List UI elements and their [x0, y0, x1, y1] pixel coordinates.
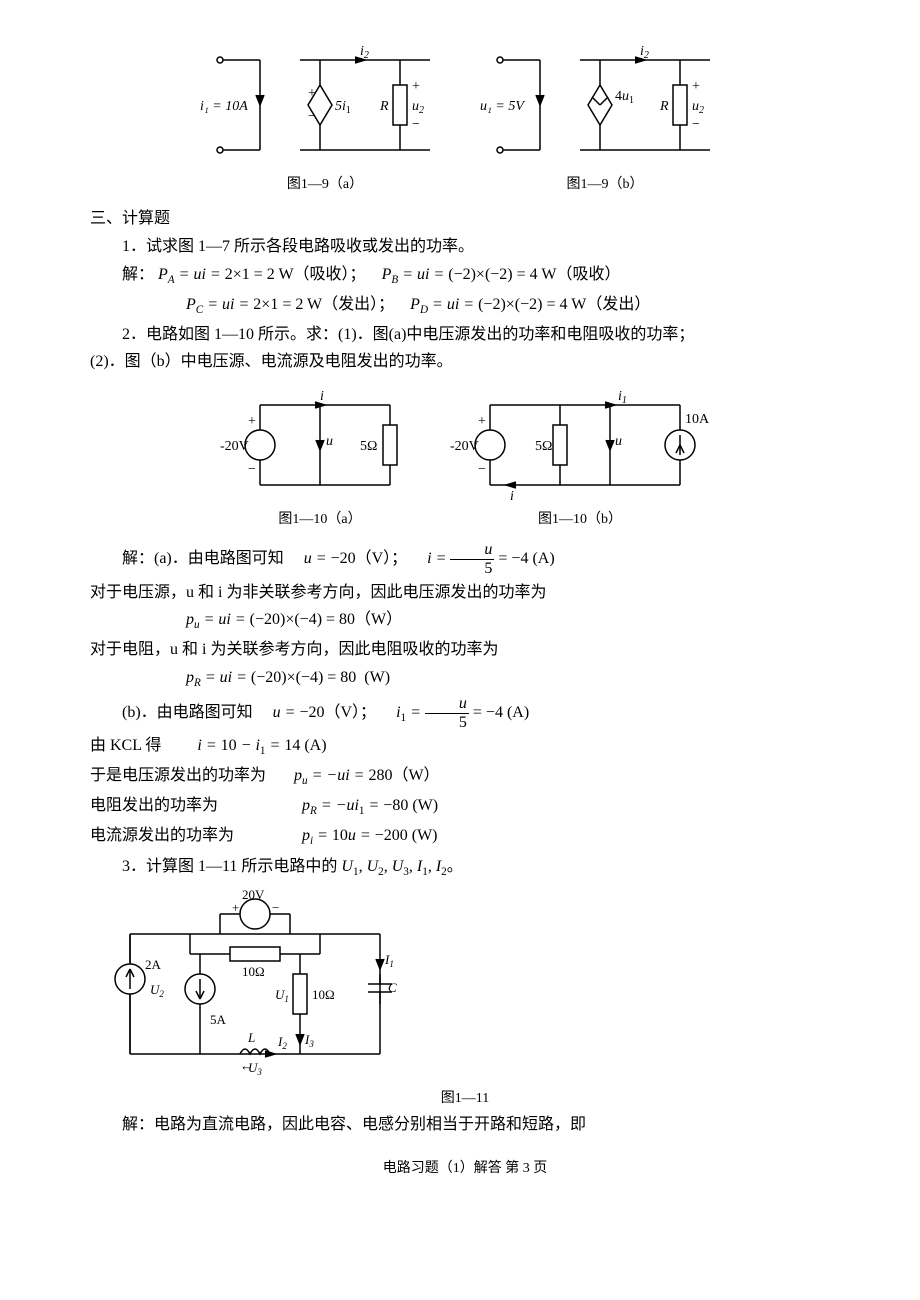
- svg-text:5A: 5A: [210, 1012, 227, 1027]
- fig-1-10-b: -20V + − 5Ω u i1 i 10A 图1—10（b）: [450, 385, 710, 531]
- u1-label: u₁ = 5V: [480, 99, 525, 114]
- p1-PC: PC = ui = 2×1 = 2 W（发出）；: [186, 296, 406, 313]
- problem-2-question-2: (2)．图（b）中电压源、电流源及电阻发出的功率。: [90, 349, 840, 375]
- i2-label-b: i2: [640, 44, 649, 61]
- R-label: R: [379, 99, 389, 114]
- R-label-b: R: [659, 99, 669, 114]
- fig-1-9-a-caption: 图1—9（a）: [200, 174, 450, 196]
- i3-label-11: I3: [304, 1032, 314, 1049]
- page-footer: 电路习题（1）解答 第 3 页: [90, 1158, 840, 1180]
- sol-b-pu-txt: 于是电压源发出的功率为: [90, 767, 266, 784]
- v-label-b: -20V: [450, 439, 479, 454]
- svg-text:−: −: [692, 117, 700, 132]
- sol-b-pR: pR = −ui1 = −80 (W): [302, 797, 438, 814]
- problem-1-question: 1．试求图 1—7 所示各段电路吸收或发出的功率。: [90, 234, 840, 260]
- sol-b-pi: pi = 10u = −200 (W): [302, 827, 437, 844]
- sol-a-text-2: 对于电压源，u 和 i 为非关联参考方向，因此电压源发出的功率为: [90, 580, 840, 606]
- r-label-b: 5Ω: [535, 439, 552, 454]
- i1-label: i₁ = 10A: [200, 99, 248, 114]
- i2-label: i2: [360, 44, 369, 61]
- sol-b-pR-txt: 电阻发出的功率为: [90, 797, 218, 814]
- circuit-1-11: 20V +− 10Ω 2A 5A U2 U1 10Ω I1 C I3 I2 L …: [90, 884, 410, 1084]
- i1-label-11: I1: [384, 952, 394, 969]
- sol-a-u: u = −20（V）；: [304, 550, 407, 567]
- svg-text:+: +: [308, 86, 316, 101]
- r-label-a: 5Ω: [360, 439, 377, 454]
- sol-a-prefix: 解：(a)．由电路图可知: [122, 550, 284, 567]
- circuit-1-9-b: u₁ = 5V 4u1 i2 R u2 + −: [480, 40, 730, 170]
- sol-b-kcl-label: 由 KCL 得: [90, 737, 161, 754]
- dep-src-label: 5i1: [335, 99, 351, 116]
- circuit-1-9-a: i₁ = 10A 5i1 + − i2 R u2 + −: [200, 40, 450, 170]
- v-label-a: -20V: [220, 439, 249, 454]
- solution-label: 解：: [122, 266, 154, 283]
- u2-label-b: u2: [692, 99, 704, 116]
- svg-text:+: +: [232, 900, 239, 915]
- svg-text:−: −: [272, 900, 279, 915]
- svg-text:−: −: [248, 462, 256, 477]
- p1-PA: PA = ui = 2×1 = 2 W（吸收）；: [158, 266, 378, 283]
- dep-src-label-b: 4u1: [615, 89, 634, 106]
- i2-label-11: I2: [277, 1034, 287, 1051]
- fig-1-10-b-caption: 图1—10（b）: [450, 509, 710, 531]
- u-label-a: u: [326, 434, 333, 449]
- sol-a-pu: pu = ui = (−20)×(−4) = 80（W）: [186, 611, 402, 628]
- fig-1-10-a-caption: 图1—10（a）: [220, 509, 420, 531]
- l-label: L: [247, 1030, 255, 1045]
- i-label-b: i: [510, 489, 514, 504]
- sol-b-prefix: (b)．由电路图可知: [122, 704, 253, 721]
- sol-a-i: i = u5 = −4 (A): [427, 550, 555, 567]
- fig-1-9-row: i₁ = 10A 5i1 + − i2 R u2 + − 图1—9（a）: [90, 40, 840, 196]
- I-label-b: 10A: [685, 412, 710, 427]
- i1-label-b: i1: [618, 389, 627, 406]
- v20-label: 20V: [242, 887, 265, 902]
- sol-b-pu: pu = −ui = 280（W）: [294, 767, 440, 784]
- r10b-label: 10Ω: [312, 987, 335, 1002]
- problem-3-solution: 解：电路为直流电路，因此电容、电感分别相当于开路和短路，即: [90, 1112, 840, 1138]
- svg-text:−: −: [308, 109, 316, 124]
- u-label-b: u: [615, 434, 622, 449]
- svg-text:+: +: [692, 79, 700, 94]
- sol-a-text-3: 对于电阻，u 和 i 为关联参考方向，因此电阻吸收的功率为: [90, 637, 840, 663]
- svg-text:−: −: [478, 462, 486, 477]
- circuit-1-10-a: -20V + − i u 5Ω: [220, 385, 420, 505]
- fig-1-9-b-caption: 图1—9（b）: [480, 174, 730, 196]
- p1-PD: PD = ui = (−2)×(−2) = 4 W（发出）: [410, 296, 650, 313]
- svg-text:−: −: [412, 117, 420, 132]
- fig-1-10-a: -20V + − i u 5Ω 图1—10（a）: [220, 385, 420, 531]
- sol-a-pR: pR = ui = (−20)×(−4) = 80 (W): [186, 669, 390, 686]
- u2-label: u2: [412, 99, 424, 116]
- sol-b-i1: i1 = u5 = −4 (A): [396, 704, 529, 721]
- sol-b-pi-txt: 电流源发出的功率为: [90, 827, 234, 844]
- sol-b-kcl-eq: i = 10 − i1 = 14 (A): [197, 737, 326, 754]
- svg-text:+: +: [412, 79, 420, 94]
- sol-b-u: u = −20（V）；: [273, 704, 376, 721]
- problem-2-question-1: 2．电路如图 1—10 所示。求：(1)．图(a)中电压源发出的功率和电阻吸收的…: [90, 322, 840, 348]
- u1-label-11: U1: [275, 987, 289, 1004]
- i2a-label: 2A: [145, 957, 162, 972]
- u2-label-11: U2: [150, 982, 164, 999]
- r10a-label: 10Ω: [242, 964, 265, 979]
- svg-text:+: +: [478, 414, 486, 429]
- fig-1-10-row: -20V + − i u 5Ω 图1—10（a）: [90, 385, 840, 531]
- i-label-a: i: [320, 389, 324, 404]
- c-label: C: [388, 980, 397, 995]
- svg-text:+: +: [248, 414, 256, 429]
- fig-1-11-caption: 图1—11: [90, 1088, 840, 1110]
- fig-1-9-b: u₁ = 5V 4u1 i2 R u2 + − 图1—9（b）: [480, 40, 730, 196]
- p1-PB: PB = ui = (−2)×(−2) = 4 W（吸收）: [382, 266, 621, 283]
- problem-3-question: 3．计算图 1—11 所示电路中的 U1, U2, U3, I1, I2。: [90, 854, 840, 882]
- fig-1-9-a: i₁ = 10A 5i1 + − i2 R u2 + − 图1—9（a）: [200, 40, 450, 196]
- fig-1-11: 20V +− 10Ω 2A 5A U2 U1 10Ω I1 C I3 I2 L …: [90, 884, 840, 1110]
- section-3-title: 三、计算题: [90, 206, 840, 232]
- circuit-1-10-b: -20V + − 5Ω u i1 i 10A: [450, 385, 710, 505]
- svg-text:←: ←: [240, 1058, 253, 1073]
